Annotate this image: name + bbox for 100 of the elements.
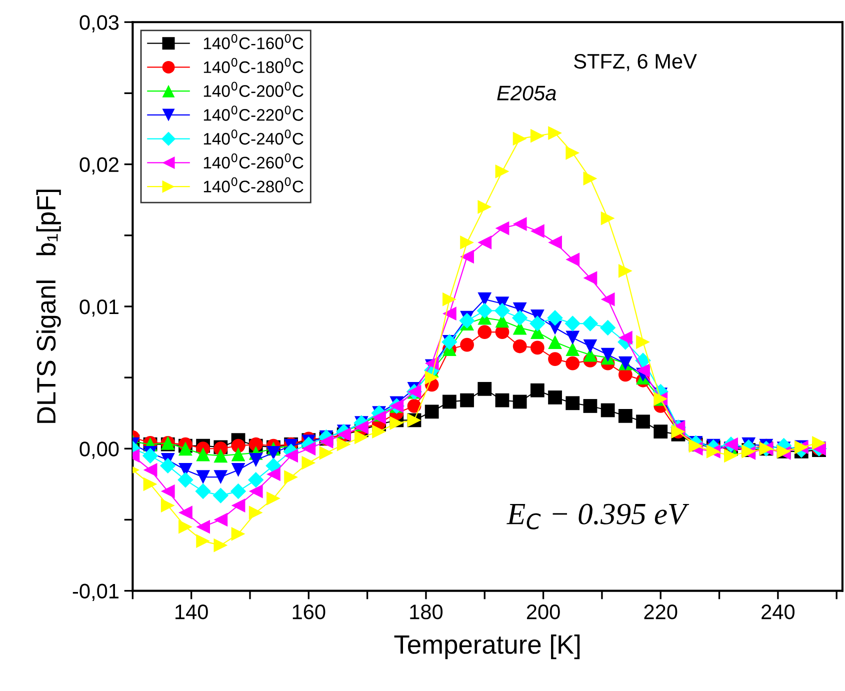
point [284, 448, 298, 463]
point [442, 306, 456, 321]
point [442, 394, 456, 409]
point [478, 200, 492, 214]
point [724, 448, 738, 463]
point [160, 484, 175, 498]
point [530, 316, 546, 332]
point [460, 250, 474, 264]
point [812, 436, 826, 450]
annotation: E$_{C}$ − 0.395 eV [506, 504, 690, 530]
point [530, 224, 544, 238]
point [600, 211, 615, 226]
x-tick-label: 220 [644, 604, 678, 620]
point [424, 370, 439, 384]
point [372, 410, 386, 424]
point [143, 463, 158, 477]
annotation: E205a [497, 86, 556, 100]
annotation: STFZ, 6 MeV [574, 54, 697, 72]
point [372, 424, 386, 439]
point [530, 340, 544, 355]
point [478, 292, 492, 306]
point [407, 399, 422, 413]
point [196, 447, 210, 462]
point [582, 316, 598, 332]
point [231, 447, 246, 462]
point [230, 483, 246, 500]
point [548, 352, 562, 366]
point [618, 264, 632, 278]
point [302, 442, 316, 456]
point [248, 472, 264, 488]
x-tick-label: 180 [410, 604, 443, 620]
point [214, 538, 228, 552]
point [178, 472, 194, 488]
point [196, 520, 210, 534]
point [460, 393, 474, 408]
point [178, 520, 192, 534]
point [460, 338, 474, 352]
legend-label: 140$^{0}$C-220$^{0}$C [204, 106, 304, 121]
point [618, 330, 632, 345]
point [547, 310, 563, 326]
point [564, 316, 580, 332]
y-tick-label: 0,01 [80, 299, 118, 317]
point [284, 470, 298, 484]
point [476, 302, 492, 319]
point [548, 335, 562, 349]
point [459, 312, 475, 329]
point [530, 383, 544, 398]
point [195, 483, 211, 500]
point [512, 339, 527, 354]
point [214, 448, 228, 463]
point [266, 467, 280, 482]
point [248, 506, 263, 520]
point [566, 396, 580, 410]
point [460, 236, 474, 250]
point [600, 292, 615, 306]
y-axis-title: DLTS Siganl b₁[pF] [36, 190, 61, 423]
y-tick-label: -0,01 [72, 584, 118, 602]
point [495, 221, 510, 236]
x-tick-label: 140 [176, 604, 208, 620]
y-tick-label: 0,00 [80, 442, 119, 459]
point [231, 526, 246, 541]
point [548, 390, 562, 404]
point [212, 488, 229, 504]
point [178, 442, 192, 456]
point [495, 393, 510, 408]
point [319, 434, 334, 448]
x-tick-label: 160 [292, 604, 326, 620]
point [266, 491, 280, 506]
point [266, 458, 282, 474]
point [583, 271, 598, 285]
point [600, 348, 615, 362]
point [178, 506, 192, 520]
x-tick-label: 200 [526, 604, 560, 620]
point [214, 470, 228, 484]
legend-label: 140$^{0}$C-240$^{0}$C [204, 130, 304, 145]
point [424, 404, 439, 419]
point [566, 356, 580, 370]
point [248, 453, 263, 467]
point [231, 498, 246, 512]
point [583, 399, 598, 413]
point [478, 236, 492, 250]
x-tick-label: 240 [762, 604, 795, 620]
point [214, 512, 228, 527]
point [336, 437, 351, 452]
point [636, 335, 650, 349]
point [160, 498, 175, 512]
point [548, 236, 562, 250]
point [566, 330, 580, 345]
point [266, 446, 280, 460]
legend-label: 140$^{0}$C-280$^{0}$C [204, 177, 304, 192]
point [512, 132, 527, 146]
legend-label: 140$^{0}$C-180$^{0}$C [204, 58, 304, 74]
point [494, 302, 510, 319]
legend-label: 140$^{0}$C-160$^{0}$C [204, 34, 304, 50]
point [566, 342, 580, 356]
point [354, 430, 368, 444]
point [390, 416, 404, 430]
point [160, 458, 176, 474]
point [636, 414, 650, 429]
point [530, 128, 544, 143]
